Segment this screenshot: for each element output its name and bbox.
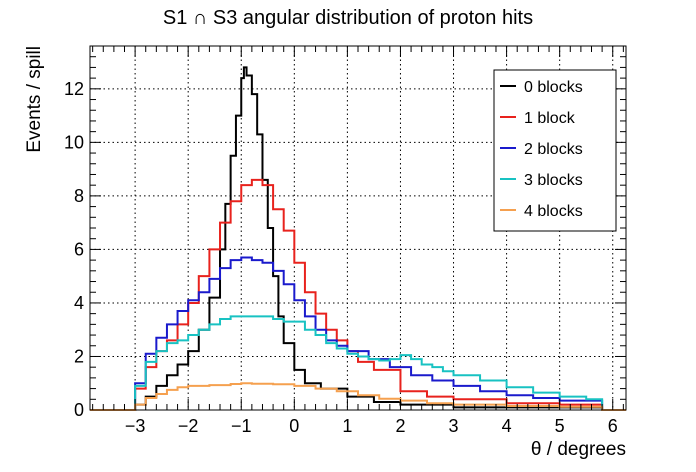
- y-tick-label: 8: [74, 186, 84, 206]
- x-tick-label: 0: [289, 416, 299, 436]
- y-tick-label: 2: [74, 346, 84, 366]
- x-tick-label: −2: [178, 416, 199, 436]
- legend-label: 1 block: [524, 110, 576, 127]
- series-line-2: [90, 256, 626, 411]
- y-tick-label: 10: [64, 132, 84, 152]
- x-tick-label: 6: [608, 416, 618, 436]
- series-layer: [90, 66, 626, 411]
- legend: 0 blocks 1 block 2 blocks 3 blocks 4 blocks: [493, 69, 617, 232]
- y-tick-label: 0: [74, 400, 84, 420]
- legend-label: 2 blocks: [524, 141, 583, 158]
- legend-label: 4 blocks: [524, 203, 583, 220]
- y-tick-label: 4: [74, 293, 84, 313]
- chart-title: S1 ∩ S3 angular distribution of proton h…: [163, 7, 533, 29]
- x-tick-label: −3: [125, 416, 146, 436]
- x-tick-label: 5: [555, 416, 565, 436]
- x-tick-label: 3: [449, 416, 459, 436]
- series-line-0: [90, 66, 626, 411]
- series-line-3: [90, 315, 626, 411]
- y-axis-label: Events / spill: [24, 46, 45, 153]
- legend-box: [493, 69, 617, 232]
- x-tick-label: −1: [231, 416, 252, 436]
- series-line-1: [90, 178, 626, 411]
- x-axis-label: θ / degrees: [531, 439, 626, 460]
- legend-label: 3 blocks: [524, 172, 583, 189]
- y-tick-label: 12: [64, 79, 84, 99]
- y-tick-label: 6: [74, 239, 84, 259]
- x-tick-label: 4: [502, 416, 512, 436]
- series-line-4: [90, 382, 626, 411]
- legend-label: 0 blocks: [524, 79, 583, 96]
- x-tick-label: 2: [395, 416, 405, 436]
- x-tick-label: 1: [342, 416, 352, 436]
